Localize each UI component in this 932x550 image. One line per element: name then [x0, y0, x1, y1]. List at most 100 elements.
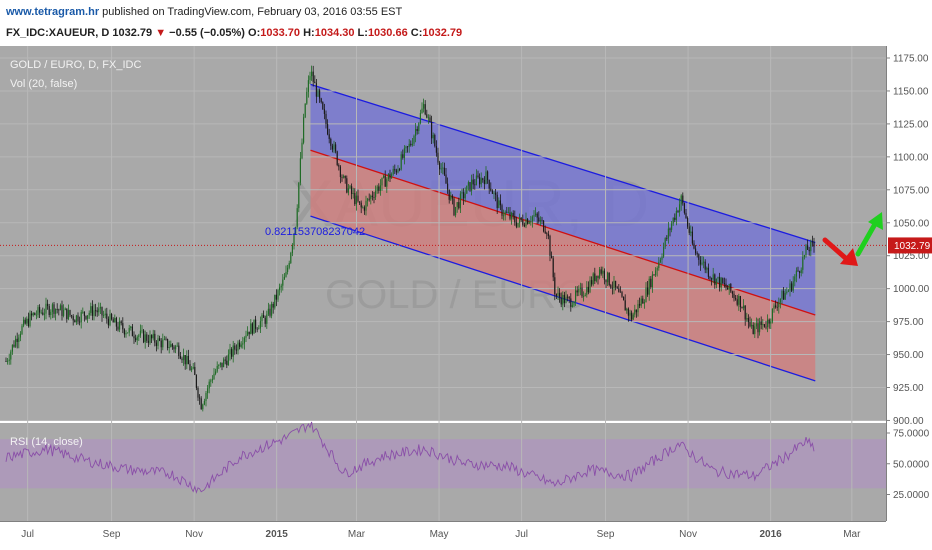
candle-body [770, 321, 772, 324]
candle-body [120, 321, 122, 324]
candle-body [602, 270, 604, 274]
candle-body [379, 185, 381, 191]
candle-body [215, 371, 217, 374]
candle-body [498, 200, 500, 209]
candle-body [735, 298, 737, 300]
candle-body [639, 303, 641, 306]
candle-body [410, 143, 412, 146]
candle-body [223, 359, 225, 368]
candle-body [416, 129, 418, 131]
candle-body [136, 336, 138, 341]
candle-body [43, 313, 45, 315]
time-axis[interactable] [0, 521, 886, 550]
candle-body [159, 338, 161, 341]
candle-body [210, 380, 212, 382]
candle-body [800, 269, 802, 273]
chart-area[interactable]: XAUEUR, D GOLD / EURO 1175.001150.001125… [0, 46, 932, 550]
candle-body [685, 212, 687, 219]
candle-body [717, 276, 719, 279]
candle-body [314, 81, 316, 84]
candle-body [619, 291, 621, 293]
candle-body [87, 315, 89, 319]
candle-body [763, 324, 765, 327]
candle-body [797, 270, 799, 272]
candle-body [303, 117, 305, 143]
time-tick-label: Jul [21, 529, 34, 540]
candle-body [587, 286, 589, 293]
candle-body [658, 261, 660, 268]
candle-body [656, 267, 658, 271]
candle-body [523, 224, 525, 227]
symbol-label[interactable]: FX_IDC:XAUEUR, D [6, 27, 110, 39]
candle-body [467, 182, 469, 186]
candle-body [317, 90, 319, 97]
candle-body [306, 91, 308, 104]
candle-body [762, 324, 764, 325]
candle-body [399, 169, 401, 171]
candle-body [723, 283, 725, 284]
candle-body [536, 213, 538, 218]
candle-body [464, 193, 466, 199]
candle-body [192, 366, 194, 369]
candle-body [200, 398, 202, 410]
candle-body [522, 220, 524, 225]
candle-body [496, 194, 498, 209]
candle-body [495, 192, 497, 195]
price-axis[interactable] [886, 46, 932, 550]
candle-body [802, 256, 804, 270]
candle-body [74, 320, 76, 323]
candle-body [515, 222, 517, 227]
candle-body [645, 287, 647, 303]
candle-body [378, 186, 380, 191]
candle-body [208, 381, 210, 389]
candle-body [21, 325, 23, 334]
candle-body [591, 280, 593, 285]
site-link[interactable]: www.tetragram.hr [6, 6, 100, 18]
candle-body [683, 203, 685, 213]
candle-body [450, 195, 452, 200]
candle-body [731, 291, 733, 294]
candle-body [440, 168, 442, 170]
candle-body [429, 117, 431, 122]
candle-body [589, 280, 591, 293]
candle-body [103, 315, 105, 316]
candle-body [581, 287, 583, 297]
candle-body [712, 274, 714, 280]
channel-upper-line [310, 83, 816, 244]
candle-body [541, 219, 543, 221]
candle-body [365, 200, 367, 211]
candle-body [714, 274, 716, 285]
candle-body [786, 291, 788, 293]
candle-body [391, 174, 393, 179]
candle-body [114, 317, 116, 323]
candle-body [347, 188, 349, 193]
candle-body [471, 179, 473, 191]
candle-body [277, 290, 279, 300]
candle-body [387, 173, 389, 180]
candle-body [675, 211, 677, 220]
candle-body [455, 206, 457, 216]
candle-body [256, 328, 258, 330]
candle-body [144, 334, 146, 343]
candle-body [255, 319, 257, 329]
candle-body [795, 270, 797, 277]
candle-body [269, 308, 271, 316]
candle-body [355, 195, 357, 205]
candle-body [701, 262, 703, 265]
candle-body [595, 275, 597, 282]
candle-body [520, 217, 522, 221]
candle-body [568, 297, 570, 299]
candle-body [408, 143, 410, 147]
candle-body [720, 278, 722, 288]
candle-body [557, 292, 559, 296]
candle-body [45, 303, 47, 314]
candle-body [634, 309, 636, 315]
candle-body [39, 307, 41, 313]
time-tick-label: Nov [679, 529, 697, 540]
candle-body [104, 313, 106, 316]
candle-body [747, 318, 749, 323]
candle-body [272, 303, 274, 308]
candle-body [776, 306, 778, 308]
candle-body [367, 198, 369, 201]
candle-body [616, 287, 618, 289]
